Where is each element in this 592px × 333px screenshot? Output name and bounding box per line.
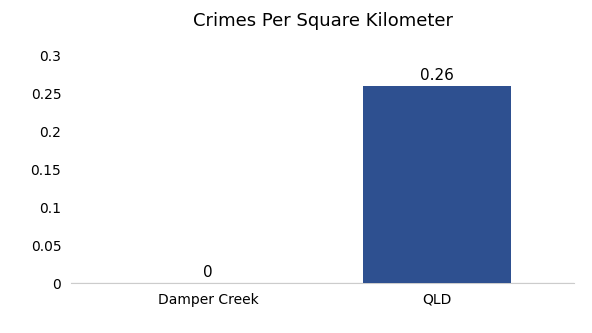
- Bar: [363, 86, 511, 283]
- Title: Crimes Per Square Kilometer: Crimes Per Square Kilometer: [192, 12, 453, 30]
- Text: 0: 0: [204, 265, 213, 280]
- Text: 0.26: 0.26: [420, 68, 454, 83]
